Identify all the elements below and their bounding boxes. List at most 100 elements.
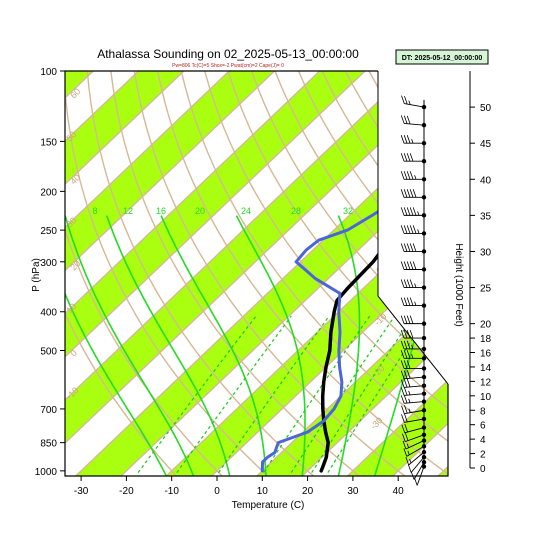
wind-barb-flag	[412, 189, 417, 198]
wind-barb-flag	[409, 329, 414, 339]
wind-barb-flag	[403, 448, 408, 457]
isotherm-line	[255, 293, 448, 476]
dry-adiabat	[133, 71, 406, 476]
mixing-ratio-line	[176, 315, 292, 473]
isotherm-line	[65, 71, 321, 315]
wind-barb-staff	[404, 401, 425, 404]
wind-barb-flag	[409, 207, 414, 216]
wind-barb-flag	[400, 379, 405, 388]
y-tick-label: 250	[40, 226, 57, 237]
wind-barb-staff	[404, 122, 425, 126]
wind-barb-flag	[403, 340, 408, 350]
height-tick-label: 4	[480, 435, 486, 446]
dry-adiabat	[274, 71, 448, 313]
wind-barb-flag	[403, 115, 408, 124]
x-tick-label: -20	[119, 486, 134, 497]
wind-barb-flag	[400, 225, 405, 234]
wind-barb-flag	[404, 432, 409, 441]
wind-barb-flag	[406, 135, 411, 144]
height-tick-label: 20	[480, 320, 492, 331]
wind-barb-flag	[403, 315, 408, 324]
wind-barb-flag	[401, 405, 405, 414]
wind-barb-flag	[400, 171, 405, 180]
wind-barb-flag	[410, 471, 415, 480]
height-axis-label: Height (1000 Feet)	[453, 243, 464, 326]
wind-barb-staff	[404, 409, 425, 415]
height-tick-label: 12	[480, 377, 492, 388]
wind-barb-staff	[404, 103, 425, 108]
wind-barb-flag	[406, 243, 411, 252]
wind-barb-flag	[403, 360, 408, 369]
wind-barb-flag	[412, 261, 417, 270]
wind-barb-flag	[400, 135, 405, 144]
moist-adiabat-label: 32	[343, 206, 353, 216]
wind-barb-flag	[406, 443, 409, 448]
dry-adiabat	[86, 71, 315, 476]
moist-adiabat-label: 28	[291, 206, 301, 216]
wind-barb-flag	[417, 211, 420, 216]
y-tick-label: 850	[40, 439, 57, 450]
wind-barb-flag	[403, 153, 408, 162]
wind-barb-flag	[400, 329, 405, 339]
wind-barb-flag	[409, 297, 414, 306]
wind-barb-flag	[409, 225, 414, 234]
wind-barb-flag	[403, 207, 408, 216]
wind-barb-flag	[406, 315, 411, 324]
moist-adiabat	[160, 215, 267, 476]
wind-barb-flag	[403, 329, 408, 339]
date-box-label: DT: 2025-05-12_00:00:00	[402, 55, 483, 62]
height-tick-label: 10	[480, 392, 492, 403]
isotherm-line	[65, 71, 276, 272]
y-tick-label: 700	[40, 405, 57, 416]
plot-corner-mask	[378, 71, 448, 384]
wind-barb-flag	[402, 440, 407, 450]
chart-subtitle: Pw=806 Tc(C)=5 Shox=-2 Pwat(cm)=2 Cape(J…	[172, 63, 284, 69]
isotherm-line	[301, 336, 448, 476]
wind-barb-flag	[400, 395, 405, 404]
dry-adiabat	[65, 78, 269, 476]
height-tick-label: 35	[480, 211, 492, 222]
wind-barb-flag	[417, 229, 420, 234]
x-axis: -30 -20 -10 0 10 20 30 40	[74, 476, 404, 497]
wind-barb-flag	[411, 344, 414, 350]
wind-barb-flag	[414, 175, 417, 180]
moist-adiabat-label: 16	[156, 206, 166, 216]
wind-barb-flag	[409, 279, 414, 288]
moist-adiabat-label: 20	[195, 206, 205, 216]
y-tick-label: 300	[40, 258, 57, 269]
dry-adiabat	[227, 71, 448, 378]
moist-adiabat-label: 24	[241, 206, 251, 216]
y-axis-label: P (hPa)	[31, 258, 42, 292]
chart-title: Athalassa Sounding on 02_2025-05-13_00:0…	[97, 47, 359, 61]
wind-barb-flag	[406, 370, 411, 379]
wind-barb-flag	[407, 450, 410, 455]
wind-barb-dot	[421, 383, 427, 388]
height-tick-label: 45	[480, 139, 492, 150]
wind-barb-flag	[400, 153, 405, 162]
wind-barb-flag	[403, 261, 408, 270]
wind-barb-flag	[403, 379, 408, 388]
dry-adiabat	[110, 71, 361, 476]
wind-barb-dot	[421, 432, 427, 437]
wind-barb-flag	[412, 207, 417, 216]
height-tick-label: 25	[480, 284, 492, 295]
wind-barb-flag	[411, 354, 414, 359]
x-tick-label: 40	[393, 486, 405, 497]
height-tick-label: 14	[480, 363, 492, 374]
wind-barb-dot	[421, 464, 427, 469]
dry-adiabat	[65, 311, 178, 476]
wind-barb-flag	[400, 315, 405, 324]
wind-barb-flag	[409, 153, 414, 162]
wind-barb-flag	[404, 96, 408, 105]
y-axis: 100 150 200 250 300 400 500 700 850 1000	[35, 67, 65, 478]
wind-barb-flag	[406, 153, 411, 162]
x-tick-label: -10	[164, 486, 179, 497]
wind-barb-flag	[408, 398, 411, 403]
moist-adiabat	[337, 215, 361, 476]
y-tick-label: 100	[40, 67, 57, 78]
wind-barb-flag	[414, 301, 417, 306]
dry-adiabat	[156, 71, 448, 476]
wind-barb-staff	[416, 466, 425, 486]
wind-barb-flag	[406, 297, 411, 306]
